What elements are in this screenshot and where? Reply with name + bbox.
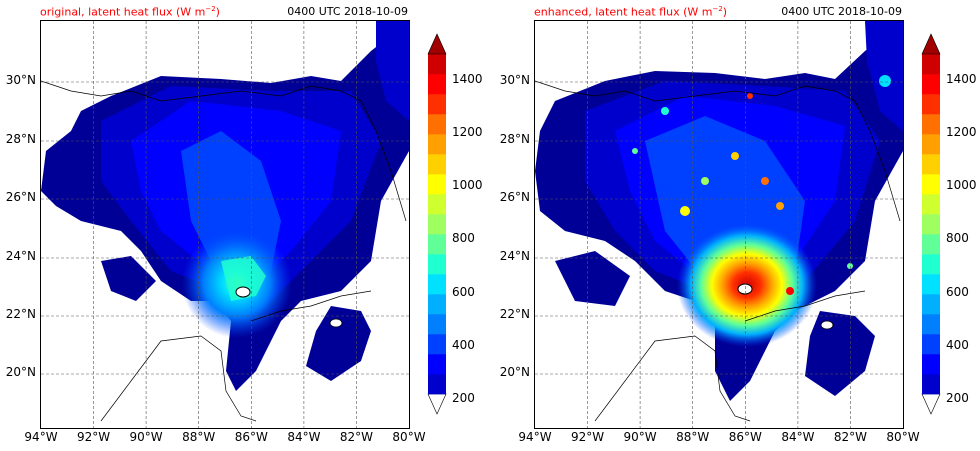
lat-label: 20°N [499, 365, 530, 379]
panel-title: original, latent heat flux (W m−2) [40, 5, 220, 19]
lon-label: 90°W [129, 430, 163, 444]
graticule [535, 21, 903, 428]
lat-label: 28°N [5, 132, 36, 146]
colorbar-band [922, 154, 940, 175]
colorbar-band [428, 354, 446, 375]
colorbar-label: 1200 [946, 125, 977, 139]
colorbar-label: 600 [946, 285, 969, 299]
colorbar-label: 400 [946, 338, 969, 352]
colorbar-label: 1200 [452, 125, 483, 139]
colorbar-svg [427, 33, 447, 415]
colorbar-band [922, 94, 940, 115]
colorbar-band [922, 54, 940, 75]
lon-label: 92°W [77, 430, 111, 444]
colorbar-extend-max [427, 33, 447, 55]
lon-label: 82°W [339, 430, 373, 444]
colorbar-band [428, 54, 446, 75]
map-svg [41, 21, 409, 428]
hotspots [632, 93, 853, 295]
colorbar-band [428, 74, 446, 95]
colorbar-label: 600 [452, 285, 475, 299]
colorbar-band [428, 154, 446, 175]
colorbar-band [922, 114, 940, 135]
colorbar-band [428, 274, 446, 295]
lat-label: 30°N [499, 73, 530, 87]
colorbar-band [428, 94, 446, 115]
colorbar [921, 33, 941, 415]
panel-title: enhanced, latent heat flux (W m−2) [534, 5, 728, 19]
colorbar-band [428, 134, 446, 155]
colorbar-band [428, 254, 446, 275]
lon-label: 94°W [518, 430, 552, 444]
map-original[interactable] [40, 20, 410, 429]
colorbar [427, 33, 447, 415]
colorbar-extend-min [921, 393, 941, 415]
colorbar-band [428, 194, 446, 215]
colorbar-band [428, 174, 446, 195]
colorbar-label: 1000 [452, 178, 483, 192]
map-svg [535, 21, 903, 428]
colorbar-extend-min [427, 393, 447, 415]
colorbar-band [922, 214, 940, 235]
colorbar-band [922, 254, 940, 275]
panel-timestamp: 0400 UTC 2018-10-09 [781, 5, 902, 18]
colorbar-band [922, 294, 940, 315]
colorbar-label: 400 [452, 338, 475, 352]
coastline [535, 80, 901, 222]
lon-label: 88°W [676, 430, 710, 444]
lon-label: 92°W [571, 430, 605, 444]
graticule [41, 21, 409, 428]
colorbar-band [922, 74, 940, 95]
colorbar-label: 1400 [452, 72, 483, 86]
colorbar-band [428, 334, 446, 355]
lat-label: 26°N [499, 190, 530, 204]
lon-label: 86°W [234, 430, 268, 444]
map-enhanced[interactable] [534, 20, 904, 429]
lat-label: 24°N [499, 249, 530, 263]
colorbar-band [922, 194, 940, 215]
lat-label: 30°N [5, 73, 36, 87]
colorbar-label: 200 [452, 391, 475, 405]
lat-label: 26°N [5, 190, 36, 204]
colorbar-band [428, 214, 446, 235]
lon-label: 84°W [781, 430, 815, 444]
colorbar-band [922, 234, 940, 255]
colorbar-label: 1000 [946, 178, 977, 192]
lon-label: 82°W [833, 430, 867, 444]
colorbar-band [922, 374, 940, 395]
lat-label: 20°N [5, 365, 36, 379]
colorbar-band [922, 314, 940, 335]
lon-label: 90°W [623, 430, 657, 444]
colorbar-band [922, 174, 940, 195]
lon-label: 84°W [287, 430, 321, 444]
lon-label: 80°W [392, 430, 426, 444]
colorbar-band [922, 134, 940, 155]
colorbar-label: 800 [946, 231, 969, 245]
colorbar-label: 800 [452, 231, 475, 245]
lat-label: 28°N [499, 132, 530, 146]
lon-label: 94°W [24, 430, 58, 444]
right-panel: enhanced, latent heat flux (W m−2) 0400 … [494, 0, 980, 451]
panel-timestamp: 0400 UTC 2018-10-09 [287, 5, 408, 18]
colorbar-band [922, 354, 940, 375]
colorbar-label: 1400 [946, 72, 977, 86]
colorbar-extend-max [921, 33, 941, 55]
colorbar-band [428, 374, 446, 395]
coastline [41, 80, 407, 222]
colorbar-band [922, 274, 940, 295]
colorbar-band [428, 114, 446, 135]
colorbar-label: 200 [946, 391, 969, 405]
left-panel: original, latent heat flux (W m−2) 0400 … [5, 5, 483, 444]
lon-label: 88°W [182, 430, 216, 444]
colorbar-band [428, 294, 446, 315]
lon-label: 80°W [886, 430, 920, 444]
lat-label: 22°N [5, 307, 36, 321]
lat-label: 22°N [499, 307, 530, 321]
colorbar-band [428, 314, 446, 335]
colorbar-band [922, 334, 940, 355]
lat-label: 24°N [5, 249, 36, 263]
colorbar-svg [921, 33, 941, 415]
lon-label: 86°W [728, 430, 762, 444]
colorbar-band [428, 234, 446, 255]
